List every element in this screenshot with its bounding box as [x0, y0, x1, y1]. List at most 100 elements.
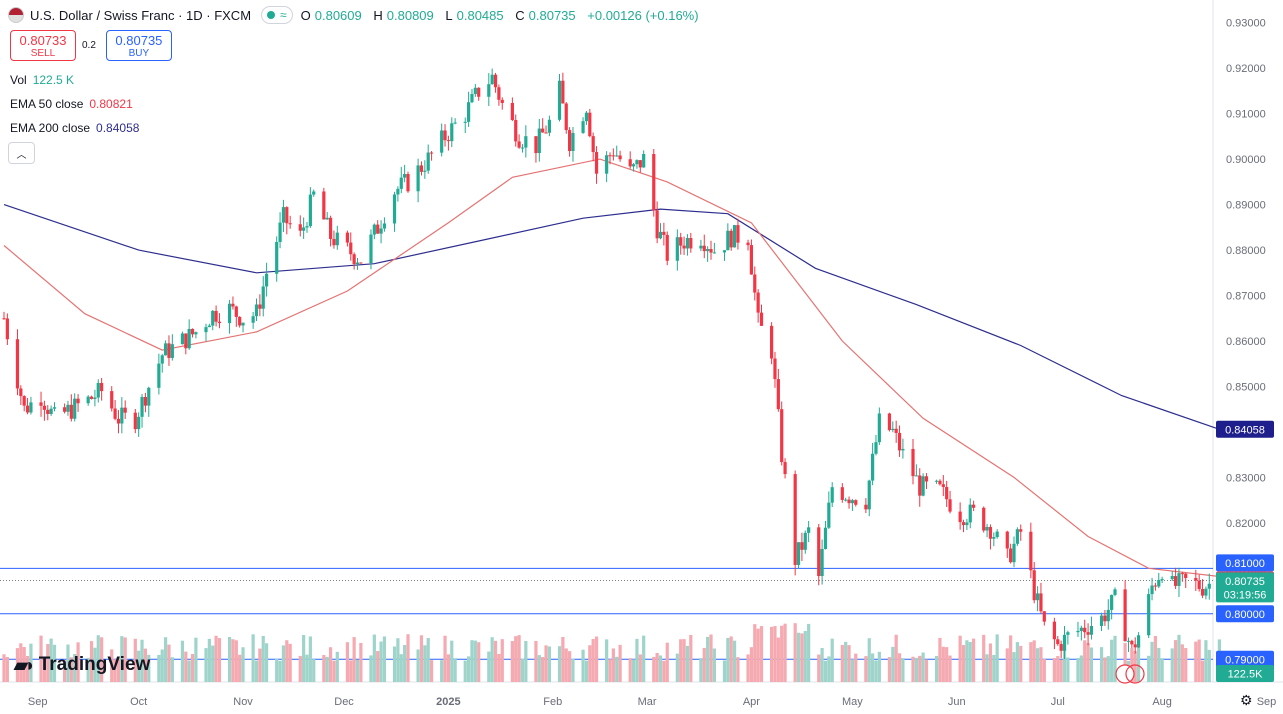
candle-body: [443, 130, 447, 141]
market-status-badge[interactable]: ≈: [261, 6, 293, 24]
volume-bar: [746, 654, 750, 682]
candle-body: [285, 207, 289, 224]
candle-body: [1150, 585, 1154, 595]
candle-body: [2, 318, 6, 320]
legend-ema200[interactable]: EMA 200 close 0.84058: [10, 121, 140, 135]
volume-bar: [1029, 642, 1033, 682]
candle-body: [709, 248, 713, 253]
candle-body: [844, 499, 848, 501]
candle-body: [133, 412, 137, 430]
volume-bar: [807, 623, 811, 682]
candle-body: [756, 292, 760, 313]
volume-bar: [1019, 645, 1023, 682]
x-tick-label: Apr: [743, 696, 760, 708]
legend-ema50[interactable]: EMA 50 close 0.80821: [10, 97, 133, 111]
symbol-title[interactable]: U.S. Dollar / Swiss Franc · 1D · FXCM: [30, 7, 252, 23]
tradingview-logo[interactable]: ▰◗ TradingView: [14, 654, 151, 675]
candle-body: [25, 405, 30, 413]
candle-body: [655, 210, 659, 239]
candle-body: [517, 141, 521, 148]
candle-body: [372, 224, 376, 235]
candle-body: [1153, 585, 1158, 587]
candle-body: [722, 250, 727, 253]
volume-bar: [1056, 656, 1060, 682]
candle-body: [635, 160, 639, 165]
market-open-dot-icon: [267, 11, 276, 19]
volume-bar: [345, 642, 350, 682]
candle-body: [958, 511, 962, 523]
volume-bar: [534, 640, 538, 682]
candle-body: [803, 532, 807, 550]
candle-body: [231, 303, 235, 307]
candle-body: [46, 409, 50, 414]
volume-bar: [988, 643, 993, 682]
volume-bar: [1170, 648, 1174, 682]
y-tick-label: 0.90000: [1226, 154, 1266, 166]
candle-body: [93, 397, 97, 399]
candle-body: [157, 363, 161, 388]
candle-body: [1160, 579, 1164, 581]
volume-bar: [918, 655, 922, 682]
candle-body: [1042, 611, 1046, 622]
volume-bar: [864, 656, 868, 682]
volume-bar: [941, 646, 945, 682]
volume-bar: [901, 658, 905, 682]
candle-body: [594, 152, 599, 174]
candle-body: [1147, 594, 1151, 636]
candle-body: [1157, 579, 1161, 587]
volume-bar: [847, 645, 851, 682]
volume-bar: [490, 637, 494, 682]
candle-body: [261, 286, 265, 309]
candle-body: [537, 128, 541, 154]
candle-body: [1130, 640, 1134, 645]
candle-body: [820, 549, 824, 577]
volume-bar: [207, 638, 211, 682]
collapse-legend-button[interactable]: ︿: [8, 142, 35, 164]
volume-bar: [1005, 648, 1009, 682]
usd-chf-flag-icon: [8, 7, 24, 23]
volume-bar: [844, 641, 848, 682]
candle-body: [891, 428, 895, 431]
volume-bar: [440, 660, 444, 682]
candles: [2, 68, 1221, 660]
volume-bar: [961, 645, 966, 682]
candle-body: [1123, 589, 1127, 642]
low-value: 0.80485: [456, 7, 504, 23]
settings-gear-icon[interactable]: ⚙: [1240, 692, 1253, 708]
volume-bar: [281, 645, 286, 682]
volume-bar: [770, 626, 774, 682]
volume-bar: [275, 658, 279, 682]
price-label-box: [1216, 554, 1274, 572]
candle-body: [712, 252, 716, 254]
volume-bar: [561, 636, 565, 682]
y-tick-label: 0.92000: [1226, 63, 1266, 75]
volume-bar: [1035, 648, 1040, 682]
x-tick-label: Dec: [334, 696, 354, 708]
legend-volume[interactable]: Vol 122.5 K: [10, 73, 75, 87]
volume-bar: [1194, 641, 1198, 682]
x-tick-label: Nov: [233, 696, 253, 708]
volume-bar: [924, 659, 929, 682]
candle-body: [749, 245, 754, 275]
sell-button[interactable]: 0.80733 SELL: [10, 30, 76, 61]
volume-bar: [756, 628, 760, 682]
candle-body: [948, 499, 952, 512]
candle-body: [921, 476, 925, 496]
volume-bar: [652, 656, 656, 682]
candle-body: [847, 499, 851, 504]
volume-bar: [426, 638, 430, 682]
volume-bar: [796, 632, 801, 682]
volume-bar: [1106, 656, 1110, 682]
candle-body: [96, 382, 100, 398]
candle-body: [265, 273, 269, 287]
volume-bar: [1009, 635, 1013, 682]
buy-button[interactable]: 0.80735 BUY: [105, 30, 172, 61]
candle-body: [965, 522, 969, 526]
volume-bar: [753, 624, 757, 682]
volume-bar: [392, 646, 397, 682]
volume-bar: [1059, 659, 1063, 682]
volume-bar: [42, 658, 47, 682]
volume-bar: [1012, 652, 1016, 682]
candle-body: [850, 500, 855, 504]
